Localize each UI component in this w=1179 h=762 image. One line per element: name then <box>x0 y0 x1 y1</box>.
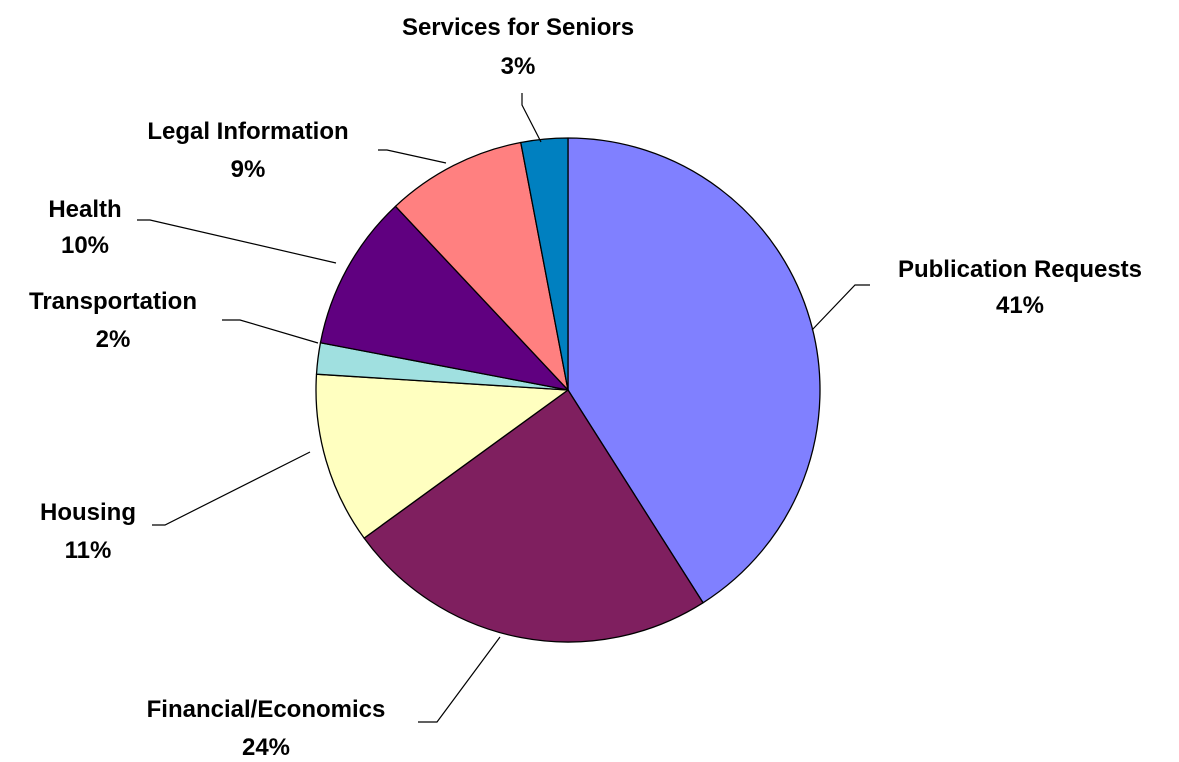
slice-labels: Publication Requests 41% Financial/Economi… <box>29 14 1142 761</box>
leader-line-financial-economics <box>418 636 501 723</box>
leader-line-housing <box>152 451 311 526</box>
slice-percent-housing: 11% <box>65 537 112 564</box>
slice-percent-transportation: 2% <box>96 326 131 353</box>
leader-line-transportation <box>222 319 319 344</box>
slice-label-services-for-seniors: Services for Seniors <box>402 14 634 41</box>
leader-line-health <box>137 219 337 264</box>
leader-line-publication-requests <box>811 284 870 331</box>
slice-percent-legal-information: 9% <box>231 156 266 183</box>
pie-slice-publication-requests <box>567 137 821 604</box>
pie-slice-services-for-seniors <box>520 137 569 391</box>
slice-label-legal-information: Legal Information <box>147 118 348 145</box>
slice-percent-publication-requests: 41% <box>996 292 1044 319</box>
leader-line-services-for-seniors <box>521 93 542 143</box>
slice-label-financial-economics: Financial/Economics <box>147 696 386 723</box>
leader-lines <box>137 93 870 723</box>
slice-label-transportation: Transportation <box>29 288 197 315</box>
slice-label-publication-requests: Publication Requests <box>898 256 1142 283</box>
pie-slice-financial-economics <box>363 389 704 643</box>
slice-percent-services-for-seniors: 3% <box>501 53 536 80</box>
pie-slice-legal-information <box>394 141 569 391</box>
pie-slice-health <box>319 205 569 391</box>
slice-label-housing: Housing <box>40 499 136 526</box>
pie-slice-housing <box>315 373 569 539</box>
slice-percent-health: 10% <box>61 232 109 259</box>
slice-percent-financial-economics: 24% <box>242 734 290 761</box>
pie-slices <box>315 137 821 643</box>
leader-line-legal-information <box>378 149 447 164</box>
slice-label-health: Health <box>48 196 121 223</box>
